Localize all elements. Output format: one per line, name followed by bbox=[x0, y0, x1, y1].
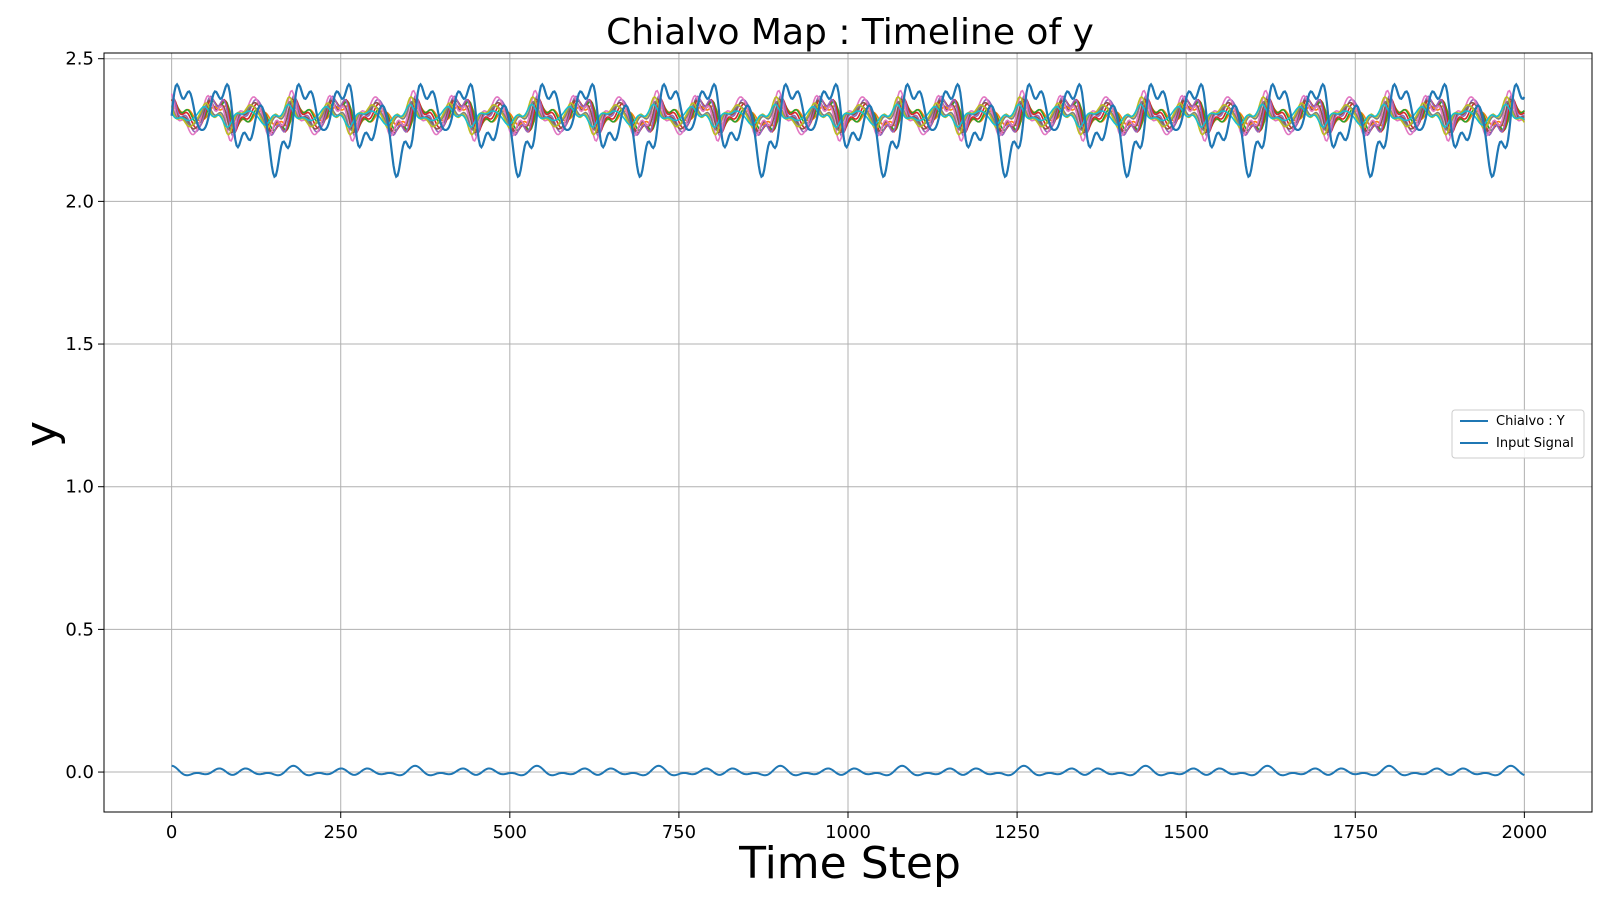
y-tick-label: 1.5 bbox=[65, 334, 94, 355]
y-tick-label: 0.5 bbox=[65, 619, 94, 640]
y-tick-label: 0.0 bbox=[65, 762, 94, 783]
series-layer bbox=[170, 82, 1526, 777]
series-line-input-signal bbox=[171, 764, 1525, 777]
y-axis-label: y bbox=[16, 421, 67, 447]
x-tick-label: 250 bbox=[324, 822, 358, 843]
legend-entry-input-signal: Input Signal bbox=[1496, 436, 1574, 451]
x-tick-label: 1750 bbox=[1332, 822, 1378, 843]
x-tick-label: 1250 bbox=[994, 822, 1040, 843]
chart-title: Chialvo Map : Timeline of y bbox=[606, 12, 1094, 53]
x-tick-label: 750 bbox=[662, 822, 696, 843]
series-line-4 bbox=[171, 95, 1525, 137]
x-axis-label: Time Step bbox=[738, 838, 961, 889]
y-tick-label: 2.5 bbox=[65, 49, 94, 70]
series-line-chialvo-y bbox=[170, 82, 1526, 179]
x-tick-label: 2000 bbox=[1501, 822, 1547, 843]
y-tick-label: 1.0 bbox=[65, 477, 94, 498]
x-tick-label: 500 bbox=[493, 822, 527, 843]
ticks: 0 250 500 750 1000 1250 1500 1750 2000 0.0 0.5 1.0 1… bbox=[65, 49, 1547, 843]
grid bbox=[104, 53, 1592, 812]
x-tick-label: 0 bbox=[166, 822, 177, 843]
series-line-9 bbox=[170, 103, 1525, 128]
series-line-5 bbox=[170, 98, 1525, 134]
x-tick-label: 1000 bbox=[825, 822, 871, 843]
legend-entry-chialvo-y: Chialvo : Y bbox=[1496, 414, 1565, 429]
y-tick-label: 2.0 bbox=[65, 191, 94, 212]
x-tick-label: 1500 bbox=[1163, 822, 1209, 843]
legend: Chialvo : Y Input Signal bbox=[1451, 409, 1585, 459]
